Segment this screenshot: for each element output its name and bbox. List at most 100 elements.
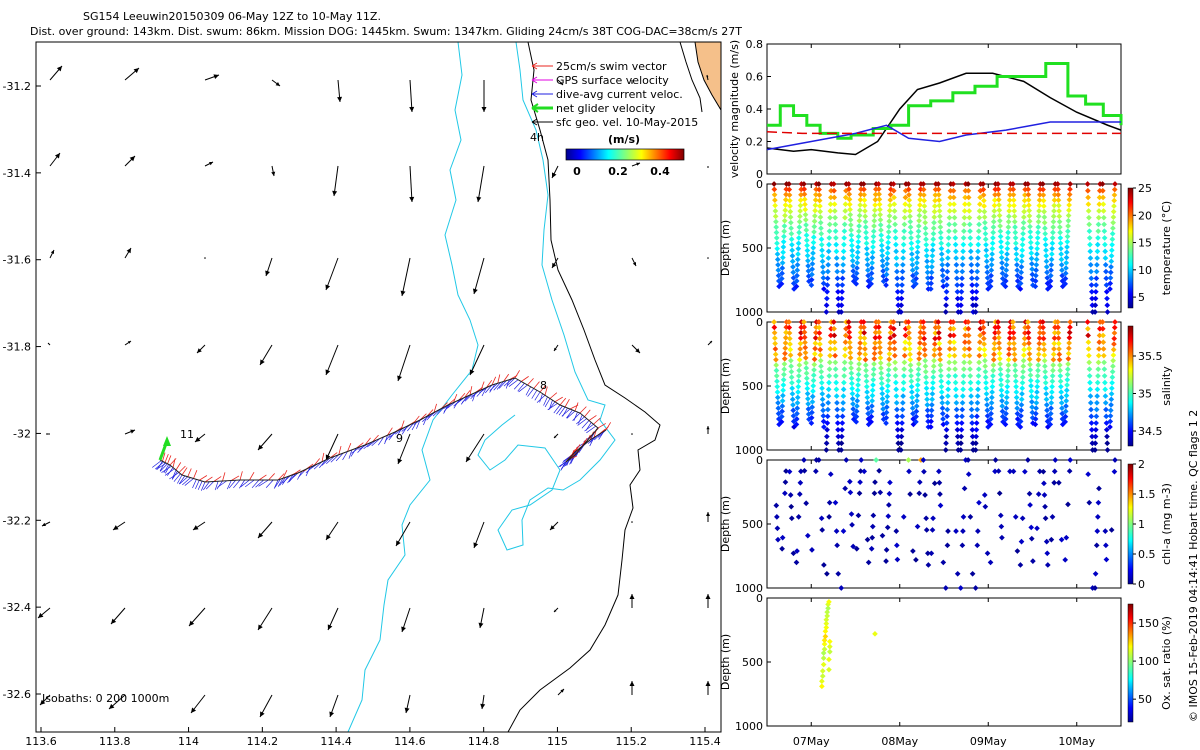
sal-point [879,401,886,407]
temp-point [886,213,893,219]
day-xtick-10May: 10May [1058,735,1095,748]
map-y-ticks: -31.2-31.4-31.6-31.8-32-32.2-32.4-32.6 [3,80,41,701]
temp-point [860,181,867,187]
geo-vector-head [560,82,563,85]
sal-point [932,330,939,336]
sal-point [945,386,951,393]
geo-vector-head [54,153,60,159]
sal-point [1100,332,1106,339]
temp-point [782,202,789,208]
sal-point [819,402,826,408]
temp-point [1028,250,1035,257]
sal-point [1101,352,1107,359]
sal-point [849,395,856,402]
temp-point [1055,202,1062,209]
sal-point [850,401,856,407]
temp-point [826,221,833,228]
sal-point [840,400,846,406]
temp-point [813,191,819,198]
sal-point [1051,340,1058,347]
swim-vector [162,452,166,462]
sal-point [1010,335,1017,341]
sal-point [952,366,958,372]
sal-point [1005,362,1012,368]
temp-colorbar [1127,187,1134,309]
sal-point [920,324,927,331]
isobath-1000m [347,42,479,732]
temp-point [872,202,878,208]
temp-point [1058,262,1065,268]
sal-point [825,400,832,406]
sal-point [818,374,825,381]
sal-point [961,352,968,359]
temp-point [899,282,905,288]
temp-point [1004,251,1010,257]
sal-point [992,324,999,331]
temp-point [962,194,969,201]
sal-point [795,378,802,385]
sal-point [901,366,907,372]
temp-point [1063,249,1070,256]
chl-point [833,528,840,534]
sal-point [931,352,938,358]
sal-point [1034,389,1040,395]
sal-point [917,334,923,341]
temp-point [1021,214,1027,220]
swim-vector [521,376,529,382]
sal-point [1057,367,1063,374]
temp-point [1062,270,1069,277]
temp-point [1034,251,1040,257]
sal-point [773,356,779,363]
temp-point [840,248,847,255]
sal-point [1002,421,1009,428]
temp-point [1043,258,1050,265]
temp-point [907,224,914,230]
sal-point [916,345,923,352]
sal-point [1095,352,1102,359]
sal-point [1104,433,1110,440]
temp-point [992,191,998,198]
geo-vector-head [325,454,331,460]
sal-point [974,400,981,406]
sal-point [1103,426,1110,433]
temp-point [856,223,862,229]
temp-point [981,203,987,209]
chl-point [795,514,802,520]
sal-point [862,351,869,358]
temp-point [781,217,788,224]
chl-point [1042,503,1048,510]
sal-point [1062,408,1069,415]
chl-point [775,536,781,543]
chl-point [976,499,982,506]
temp-point [1014,272,1021,279]
temp-point [857,191,864,198]
sal-point [1088,413,1095,420]
sal-point [801,334,808,341]
oxy-colorbar [1127,603,1134,723]
temp-point [1057,224,1063,230]
temp-point [954,282,961,288]
sal-point [795,389,801,395]
temp-point [952,228,958,234]
sal-point [902,339,909,346]
sal-point [1048,394,1055,401]
dac-vector [562,407,568,417]
temp-point [819,247,825,254]
temp-point [961,214,968,221]
temp-point [981,208,988,215]
sal-point [944,400,951,406]
sal-point [946,346,953,352]
chl-point [1041,480,1047,487]
temp-point [906,197,913,203]
sal-point [1013,378,1019,385]
sal-point [873,324,879,331]
sal-point [959,406,966,413]
sal-point [1107,418,1114,425]
track-line [159,377,607,483]
temp-point [862,218,869,225]
chl-point [1027,502,1033,508]
sal-point [886,345,893,352]
sal-point [1094,386,1101,393]
temp-point [868,270,875,277]
swim-vector [559,397,567,406]
